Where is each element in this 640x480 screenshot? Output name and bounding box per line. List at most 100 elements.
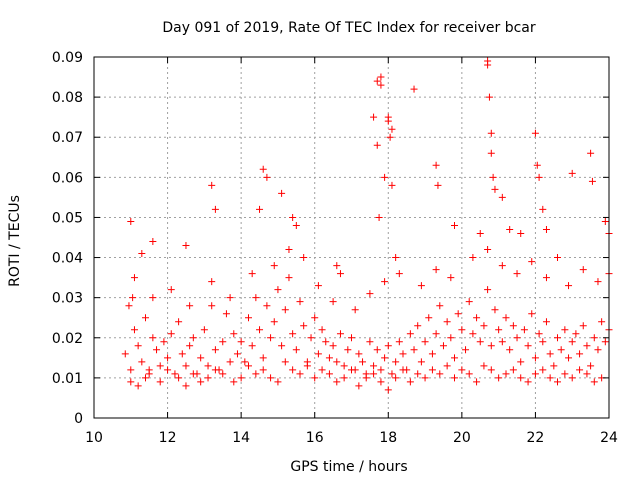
data-point	[197, 378, 205, 386]
data-point	[495, 326, 503, 334]
data-point	[587, 149, 595, 157]
data-point	[542, 225, 550, 233]
y-tick-label: 0.02	[52, 331, 83, 347]
data-point	[127, 378, 135, 386]
data-point	[127, 217, 135, 225]
data-point	[384, 117, 392, 125]
data-point	[230, 330, 238, 338]
y-tick-label: 0.07	[52, 130, 83, 146]
data-point	[489, 173, 497, 181]
data-point	[164, 354, 172, 362]
data-point	[281, 306, 289, 314]
data-point	[245, 314, 252, 322]
data-point	[248, 342, 256, 350]
data-point	[307, 334, 315, 342]
data-point	[588, 177, 596, 185]
plot-frame	[93, 56, 610, 419]
data-point	[406, 378, 414, 386]
data-point	[381, 354, 389, 362]
data-point	[421, 338, 429, 346]
data-point	[211, 366, 219, 374]
data-point	[226, 294, 234, 302]
data-point	[355, 350, 363, 358]
data-point	[237, 374, 245, 382]
data-point	[252, 294, 260, 302]
data-point	[524, 378, 532, 386]
data-point	[259, 165, 267, 173]
data-point	[377, 366, 385, 374]
data-point	[406, 330, 414, 338]
data-point	[325, 354, 333, 362]
data-point	[535, 173, 543, 181]
data-point	[384, 342, 392, 350]
data-point	[533, 161, 541, 169]
data-point	[587, 362, 595, 370]
data-point	[436, 302, 444, 310]
data-point	[160, 338, 168, 346]
data-point	[506, 346, 514, 354]
data-point	[491, 185, 499, 193]
data-point	[300, 254, 308, 262]
data-point	[366, 338, 374, 346]
data-point	[296, 370, 304, 378]
data-point	[502, 314, 510, 322]
data-point	[454, 310, 462, 318]
data-point	[484, 57, 492, 65]
data-point	[129, 294, 137, 302]
data-point	[531, 354, 539, 362]
data-point	[434, 181, 442, 189]
data-point	[447, 274, 455, 282]
data-point	[373, 346, 381, 354]
data-point	[130, 274, 138, 282]
data-point	[237, 338, 245, 346]
data-point	[531, 370, 539, 378]
data-point	[535, 330, 543, 338]
data-point	[469, 254, 477, 262]
x-tick-label: 10	[85, 430, 103, 446]
data-point	[204, 374, 212, 382]
data-point	[167, 330, 175, 338]
data-point	[348, 334, 355, 342]
data-point	[554, 334, 561, 342]
data-point	[432, 161, 440, 169]
data-point	[568, 169, 576, 177]
data-point	[296, 298, 304, 306]
data-point	[340, 362, 348, 370]
data-point	[524, 342, 532, 350]
data-point	[579, 266, 587, 274]
data-point	[568, 374, 576, 382]
data-point	[200, 326, 208, 334]
data-point	[520, 326, 528, 334]
y-tick-label: 0.06	[52, 170, 83, 186]
data-point	[579, 322, 587, 330]
data-point	[565, 282, 573, 290]
axis-ticks	[93, 56, 610, 419]
data-point	[421, 374, 429, 382]
data-point	[370, 370, 378, 378]
y-tick-label: 0.08	[52, 90, 83, 106]
data-point	[594, 346, 602, 354]
data-point	[182, 242, 190, 250]
data-point	[333, 358, 341, 366]
data-point	[447, 334, 455, 342]
data-point	[576, 350, 584, 358]
data-point	[568, 338, 576, 346]
data-point	[480, 322, 488, 330]
y-tick-labels: 0 0.01 0.02 0.03 0.04 0.05 0.06 0.07 0.08 0.09	[52, 50, 83, 427]
data-point	[175, 318, 183, 326]
data-point	[414, 322, 422, 330]
data-point	[509, 366, 517, 374]
data-point	[399, 366, 407, 374]
data-point	[539, 205, 547, 213]
data-point	[375, 213, 383, 221]
data-point	[278, 342, 286, 350]
x-tick-label: 16	[306, 430, 324, 446]
data-point	[539, 338, 547, 346]
data-point	[517, 374, 525, 382]
y-tick-label: 0.05	[52, 210, 83, 226]
data-point	[167, 286, 175, 294]
data-point	[208, 302, 216, 310]
data-point	[274, 378, 282, 386]
data-point	[517, 358, 525, 366]
